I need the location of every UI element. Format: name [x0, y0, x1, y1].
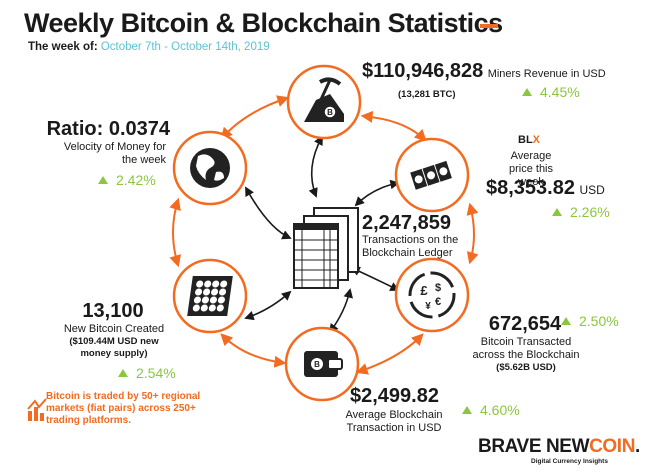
avg-tx-change-value: 4.60%: [480, 402, 520, 418]
ledger-icon: [293, 207, 359, 289]
svg-text:¥: ¥: [425, 301, 431, 312]
up-arrow-icon: [98, 176, 108, 184]
spoke-blx: [354, 179, 400, 207]
created-value: 13,100: [82, 300, 144, 322]
up-arrow-icon: [552, 208, 562, 216]
miners-label: Miners Revenue in USD: [487, 68, 606, 80]
currency-exchange-icon: £ $ € ¥: [408, 271, 456, 319]
ratio-change: 2.42%: [98, 172, 156, 188]
up-arrow-icon: [561, 317, 571, 325]
brand-logo: BRAVE NEWCOIN.: [478, 436, 640, 458]
svg-text:B: B: [327, 108, 333, 117]
arc-miners-blx: [360, 110, 427, 142]
week-range: The week of: October 7th - October 14th,…: [28, 41, 270, 53]
svg-text:€: €: [435, 296, 441, 308]
brand-name-b: COIN: [589, 436, 636, 457]
brand-name-dot: .: [635, 436, 640, 457]
brand-name-a: BRAVE NEW: [478, 436, 590, 457]
arc-created-ratio: [169, 197, 181, 268]
coin-stack-icon: [187, 276, 233, 316]
created-change: 2.54%: [118, 365, 176, 381]
up-arrow-icon: [462, 406, 472, 414]
spoke-created: [244, 290, 292, 321]
blx-price: $8,353.82 USD: [486, 177, 605, 200]
globe-icon: [190, 148, 230, 188]
growth-chart-icon: [27, 398, 47, 421]
arc-ratio-miners: [220, 95, 290, 140]
spoke-avg: [328, 288, 353, 334]
circle-transacted: [394, 257, 470, 333]
wallet-icon: B: [304, 351, 343, 377]
svg-text:$: $: [435, 282, 441, 294]
up-arrow-icon: [522, 88, 532, 96]
week-dates: October 7th - October 14th, 2019: [100, 41, 270, 53]
avg-tx-change: 4.60%: [462, 402, 520, 418]
blx-change-value: 2.26%: [570, 204, 610, 220]
created-label: New Bitcoin Created: [63, 323, 165, 335]
spoke-ratio: [245, 186, 292, 240]
banknotes-icon: [410, 160, 452, 190]
brand-tagline: Digital Currency Insights: [531, 458, 608, 465]
pickaxe-icon: B: [304, 77, 344, 122]
ratio-value: Ratio: 0.0374: [46, 118, 170, 140]
blx-label: Average price this week: [508, 150, 554, 188]
arc-transacted-avg: [355, 333, 424, 375]
spoke-miners: [308, 135, 323, 198]
blx-unit: USD: [579, 183, 605, 197]
transacted-label: Bitcoin Transacted across the Blockchain: [472, 336, 580, 361]
transacted-value: 672,654: [488, 313, 562, 335]
created-change-value: 2.54%: [136, 365, 176, 381]
blx-value: $8,353.82: [486, 177, 575, 199]
avg-tx-label: Average Blockchain Transaction in USD: [345, 409, 443, 434]
blx-logo-x: X: [532, 134, 541, 146]
svg-text:B: B: [314, 360, 320, 369]
miners-block: $110,946,828 Miners Revenue in USD: [362, 60, 606, 83]
miners-value: $110,946,828: [362, 60, 484, 82]
miners-btc: (13,281 BTC): [398, 89, 456, 100]
miners-change-value: 4.45%: [540, 84, 580, 100]
transacted-change-value: 2.50%: [579, 313, 619, 329]
blx-change: 2.26%: [552, 204, 610, 220]
arc-avg-created: [220, 333, 287, 368]
ratio-label: Velocity of Money for the week: [63, 141, 166, 166]
week-label: The week of:: [28, 41, 98, 53]
page-title: Weekly Bitcoin & Blockchain Statistics: [24, 8, 503, 38]
ledger-label: Transactions on the Blockchain Ledger: [362, 234, 459, 259]
blx-logo-text: BL: [518, 134, 533, 146]
markets-note: Bitcoin is traded by 50+ regional market…: [46, 391, 201, 426]
transacted-change: 2.50%: [561, 313, 619, 329]
transacted-usd: ($5.62B USD): [496, 362, 556, 373]
title-accent-bar: [480, 24, 498, 28]
ratio-change-value: 2.42%: [116, 172, 156, 188]
up-arrow-icon: [118, 369, 128, 377]
blx-logo: BLX: [518, 134, 540, 146]
avg-tx-value: $2,499.82: [350, 385, 439, 407]
arc-blx-transacted: [466, 202, 479, 265]
svg-text:£: £: [420, 283, 428, 298]
created-usd: ($109.44M USD new money supply): [69, 336, 159, 359]
ledger-value: 2,247,859: [362, 212, 451, 234]
miners-change: 4.45%: [522, 84, 580, 100]
